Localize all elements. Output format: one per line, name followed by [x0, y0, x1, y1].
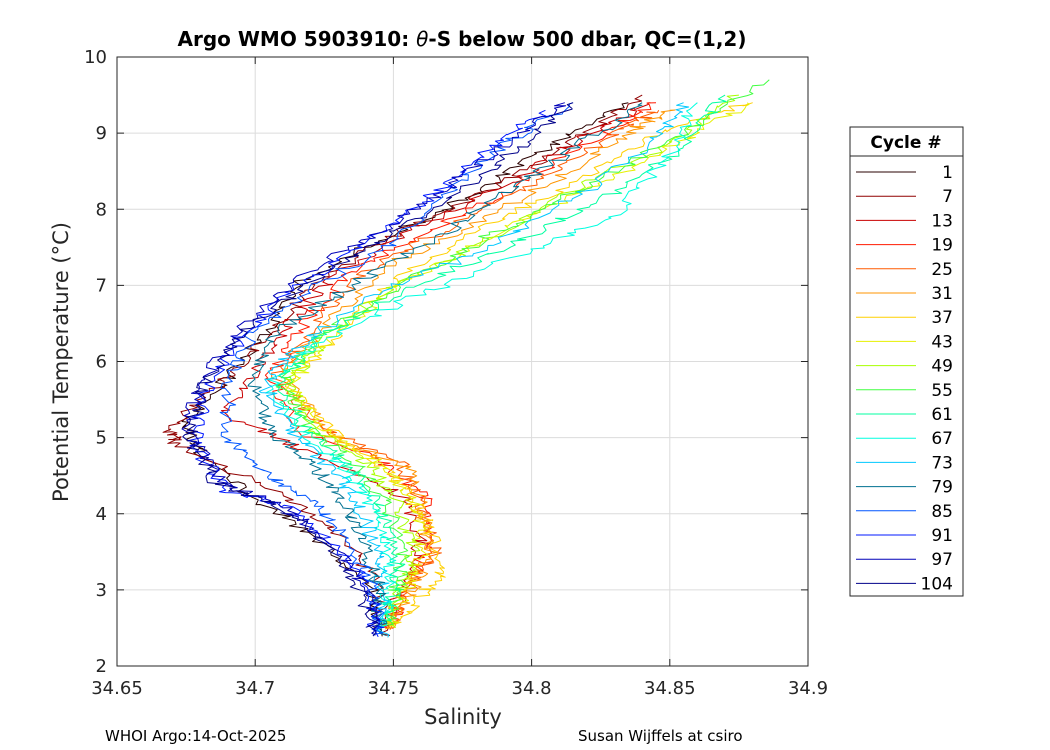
series-line-cycle-104: [182, 102, 574, 637]
y-axis: 2 3 4 5 6 7 8 9 10: [84, 47, 808, 677]
legend-label-cycle-61: 61: [931, 405, 953, 425]
legend-label-cycle-79: 79: [931, 478, 953, 498]
legend-label-cycle-85: 85: [931, 502, 953, 522]
series-line-cycle-55: [276, 79, 770, 628]
legend: Cycle # 1 7 13 19 25 31 37 43 49 55 61 67 73 79 85 91 97…: [849, 126, 964, 597]
legend-label-cycle-55: 55: [931, 381, 953, 401]
x-tick-label: 34.7: [235, 678, 275, 699]
legend-items: 1 7 13 19 25 31 37 43 49 55 61 67 73 79 85 91 97 104: [856, 163, 953, 594]
series-line-cycle-79: [247, 102, 643, 637]
legend-label-cycle-25: 25: [931, 260, 953, 280]
legend-label-cycle-97: 97: [931, 550, 953, 570]
y-tick-label: 3: [96, 580, 107, 601]
series-line-cycle-85: [219, 102, 574, 635]
legend-title: Cycle #: [870, 133, 941, 153]
series-line-cycle-97: [181, 102, 567, 636]
series-line-cycle-73: [258, 102, 690, 638]
series-line-cycle-67: [265, 102, 698, 628]
y-tick-label: 8: [96, 199, 107, 220]
footer-right: Susan Wijffels at csiro: [578, 727, 743, 745]
series-line-cycle-1: [181, 102, 629, 637]
legend-label-cycle-104: 104: [921, 574, 953, 594]
series-line-cycle-19: [264, 102, 657, 629]
y-tick-label: 10: [84, 47, 107, 68]
legend-label-cycle-73: 73: [931, 453, 953, 473]
y-tick-label: 5: [96, 428, 107, 449]
series-line-cycle-37: [284, 102, 753, 628]
legend-label-cycle-19: 19: [931, 236, 953, 256]
series-line-cycle-49: [284, 94, 739, 629]
footer-left: WHOI Argo:14-Oct-2025: [105, 727, 286, 745]
legend-label-cycle-91: 91: [931, 526, 953, 546]
y-tick-label: 6: [96, 352, 107, 373]
title-suffix: -S below 500 dbar, QC=(1,2): [428, 27, 746, 51]
x-axis: 34.65 34.7 34.75 34.8 34.85 34.9: [91, 57, 828, 699]
x-tick-label: 34.65: [91, 678, 143, 699]
x-tick-label: 34.85: [644, 678, 696, 699]
legend-label-cycle-7: 7: [942, 187, 953, 207]
y-tick-label: 2: [96, 656, 107, 677]
x-tick-label: 34.8: [512, 678, 552, 699]
title-prefix: Argo WMO 5903910:: [178, 27, 417, 51]
x-axis-label: Salinity: [424, 705, 502, 729]
legend-box: [849, 126, 964, 597]
series-line-cycle-61: [275, 94, 727, 628]
legend-label-cycle-31: 31: [931, 284, 953, 304]
legend-label-cycle-13: 13: [931, 211, 953, 231]
series-line-cycle-7: [162, 94, 643, 637]
legend-label-cycle-1: 1: [942, 163, 953, 183]
plot-lines: [162, 79, 770, 638]
y-axis-label: Potential Temperature (°C): [49, 222, 73, 502]
x-tick-label: 34.75: [368, 678, 420, 699]
chart-title: Argo WMO 5903910: θ-S below 500 dbar, QC…: [178, 27, 747, 51]
y-tick-label: 4: [96, 504, 107, 525]
x-tick-label: 34.9: [788, 678, 828, 699]
legend-label-cycle-49: 49: [931, 357, 953, 377]
series-line-cycle-91: [187, 109, 547, 638]
y-tick-label: 7: [96, 275, 107, 296]
y-tick-label: 9: [96, 123, 107, 144]
legend-label-cycle-37: 37: [931, 308, 953, 328]
title-theta: θ: [416, 27, 428, 51]
series-line-cycle-13: [220, 102, 651, 628]
legend-label-cycle-67: 67: [931, 429, 953, 449]
legend-label-cycle-43: 43: [931, 332, 953, 352]
